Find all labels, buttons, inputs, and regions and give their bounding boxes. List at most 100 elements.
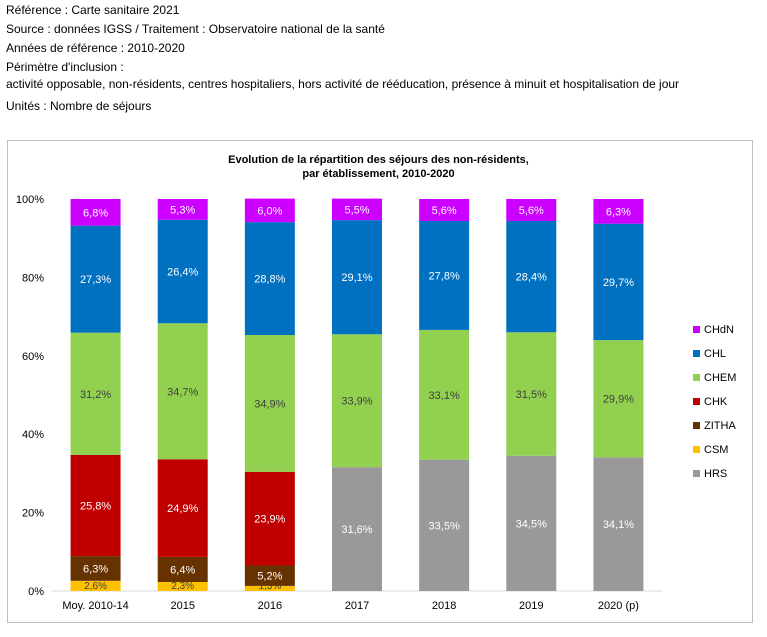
bar-chdn <box>593 199 644 224</box>
data-label-chl: 29,1% <box>341 272 372 284</box>
bar-chdn <box>244 198 295 223</box>
legend-label-zitha: ZITHA <box>704 420 736 432</box>
bar-chl <box>593 223 644 341</box>
legend-swatch-chem <box>693 374 700 381</box>
y-tick-label: 60% <box>22 351 44 363</box>
data-label-chdn: 5,6% <box>519 205 544 217</box>
bar-zitha <box>244 565 295 586</box>
bar-chdn <box>332 198 382 221</box>
years-line: Années de référence : 2010-2020 <box>6 41 185 55</box>
bar-chem <box>506 332 557 456</box>
scope-label: Périmètre d'inclusion : <box>6 60 124 74</box>
data-label-chdn: 6,0% <box>257 205 282 217</box>
bar-hrs <box>506 455 557 591</box>
legend-label-csm: CSM <box>704 444 728 456</box>
x-tick-label: 2019 <box>519 600 543 612</box>
legend-swatch-chdn <box>693 326 700 333</box>
y-tick-label: 0% <box>28 586 44 598</box>
data-label-chl: 26,4% <box>167 267 198 279</box>
data-label-chem: 34,9% <box>254 398 285 410</box>
chart-title-line2: par établissement, 2010-2020 <box>302 168 455 180</box>
bar-zitha <box>157 556 208 582</box>
units-line: Unités : Nombre de séjours <box>6 99 152 113</box>
x-tick-label: 2020 (p) <box>598 600 639 612</box>
bar-chl <box>506 220 557 333</box>
data-label-hrs: 34,1% <box>603 519 634 531</box>
data-label-zitha: 6,4% <box>170 564 195 576</box>
data-label-csm: 2,6% <box>84 581 107 592</box>
data-label-chem: 33,1% <box>429 390 460 402</box>
bar-chdn <box>70 199 121 226</box>
data-label-chem: 33,9% <box>341 396 372 408</box>
y-tick-label: 40% <box>22 429 44 441</box>
x-tick-label: 2017 <box>345 600 369 612</box>
bar-chem <box>70 332 121 455</box>
bar-chl <box>419 220 470 330</box>
bar-chem <box>419 329 470 460</box>
legend-swatch-hrs <box>693 470 700 477</box>
legend-label-chl: CHL <box>704 348 726 360</box>
data-label-chk: 23,9% <box>254 514 285 526</box>
data-label-hrs: 33,5% <box>429 520 460 532</box>
bar-chem <box>157 323 208 460</box>
scope-line: activité opposable, non-résidents, centr… <box>6 77 680 91</box>
data-label-chl: 27,8% <box>429 270 460 282</box>
bar-chl <box>70 225 121 333</box>
data-label-chl: 28,4% <box>516 272 547 284</box>
bar-chk <box>157 459 208 557</box>
data-label-zitha: 6,3% <box>83 563 108 575</box>
x-tick-label: Moy. 2010-14 <box>62 600 128 612</box>
legend-label-chdn: CHdN <box>704 324 734 336</box>
legend-label-hrs: HRS <box>704 468 727 480</box>
data-label-chem: 31,2% <box>80 389 111 401</box>
bar-chdn <box>506 199 557 221</box>
data-label-csm: 1,3% <box>258 581 281 592</box>
bar-csm <box>70 580 121 591</box>
legend-label-chk: CHK <box>704 396 728 408</box>
x-tick-label: 2018 <box>432 600 456 612</box>
data-label-chdn: 5,3% <box>170 204 195 216</box>
chart-title-line1: Evolution de la répartition des séjours … <box>228 154 529 166</box>
data-label-chdn: 5,5% <box>344 204 369 216</box>
bar-chem <box>244 335 295 472</box>
x-tick-label: 2015 <box>170 600 194 612</box>
bar-csm <box>244 585 295 591</box>
data-label-chdn: 6,8% <box>83 207 108 219</box>
bar-chl <box>244 222 295 336</box>
data-label-chem: 31,5% <box>516 389 547 401</box>
data-label-chk: 25,8% <box>80 501 111 513</box>
y-tick-label: 20% <box>22 508 44 520</box>
data-label-hrs: 31,6% <box>341 524 372 536</box>
reference-line: Référence : Carte sanitaire 2021 <box>6 3 180 17</box>
bar-chem <box>332 334 382 468</box>
data-label-csm: 2,3% <box>171 581 194 592</box>
legend-swatch-chk <box>693 398 700 405</box>
bar-chem <box>593 340 644 458</box>
bar-chl <box>332 220 382 335</box>
data-label-hrs: 34,5% <box>516 518 547 530</box>
bar-csm <box>157 581 208 591</box>
data-label-chk: 24,9% <box>167 503 198 515</box>
y-tick-label: 100% <box>16 194 44 206</box>
bar-chl <box>157 219 208 324</box>
data-label-chem: 29,9% <box>603 394 634 406</box>
x-tick-label: 2016 <box>258 600 282 612</box>
y-tick-label: 80% <box>22 272 44 284</box>
legend-swatch-zitha <box>693 422 700 429</box>
bar-chdn <box>419 199 470 221</box>
legend-swatch-csm <box>693 446 700 453</box>
bar-chdn <box>157 199 208 220</box>
bar-chk <box>70 454 121 557</box>
bar-hrs <box>332 467 382 591</box>
legend-label-chem: CHEM <box>704 372 736 384</box>
data-label-chl: 29,7% <box>603 277 634 289</box>
source-line: Source : données IGSS / Traitement : Obs… <box>6 22 385 36</box>
data-label-chem: 34,7% <box>167 386 198 398</box>
data-label-chdn: 5,6% <box>432 205 457 217</box>
bar-zitha <box>70 556 121 581</box>
data-label-chl: 28,8% <box>254 274 285 286</box>
data-label-chdn: 6,3% <box>606 206 631 218</box>
legend-swatch-chl <box>693 350 700 357</box>
bar-chk <box>244 471 295 566</box>
